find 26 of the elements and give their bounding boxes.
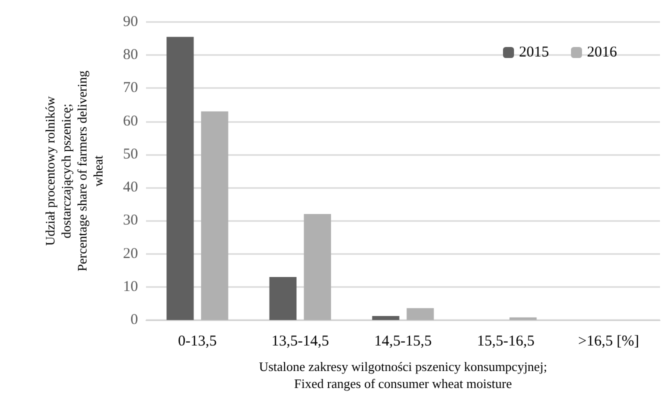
y-tick-label: 60 bbox=[123, 113, 138, 130]
bar bbox=[269, 276, 297, 320]
y-tick-label: 10 bbox=[123, 278, 138, 295]
legend-label: 2015 bbox=[519, 44, 549, 60]
bar bbox=[406, 308, 434, 320]
y-tick-label: 70 bbox=[123, 80, 138, 96]
bar bbox=[372, 316, 400, 320]
y-axis-title: Udział procentowy rolników dostarczających pszenicę; Percentage share of farmers delivering wheat bbox=[42, 70, 106, 272]
x-tick-label: >16,5 [%] bbox=[578, 334, 640, 350]
legend-label: 2016 bbox=[587, 44, 618, 60]
y-tick-label: 80 bbox=[123, 47, 138, 64]
bar bbox=[166, 36, 194, 320]
y-tick-label: 20 bbox=[123, 246, 138, 262]
y-tick-label: 30 bbox=[123, 212, 138, 229]
x-tick-label: 14,5-15,5 bbox=[374, 334, 432, 350]
x-tick-label: 13,5-14,5 bbox=[271, 334, 329, 350]
y-tick-label: 90 bbox=[123, 14, 138, 30]
y-tick-label: 50 bbox=[123, 146, 138, 162]
y-tick-label: 40 bbox=[123, 180, 138, 196]
x-tick-label: 0-13,5 bbox=[178, 334, 217, 350]
bar bbox=[201, 111, 228, 320]
bar bbox=[304, 214, 332, 320]
bar bbox=[509, 317, 537, 320]
x-axis-title: Ustalone zakresy wilgotności pszenicy konsumpcyjnej; Fixed ranges of consumer wheat moisture bbox=[258, 359, 548, 391]
y-tick-label: 0 bbox=[130, 312, 138, 328]
x-tick-label: 15,5-16,5 bbox=[477, 334, 535, 350]
